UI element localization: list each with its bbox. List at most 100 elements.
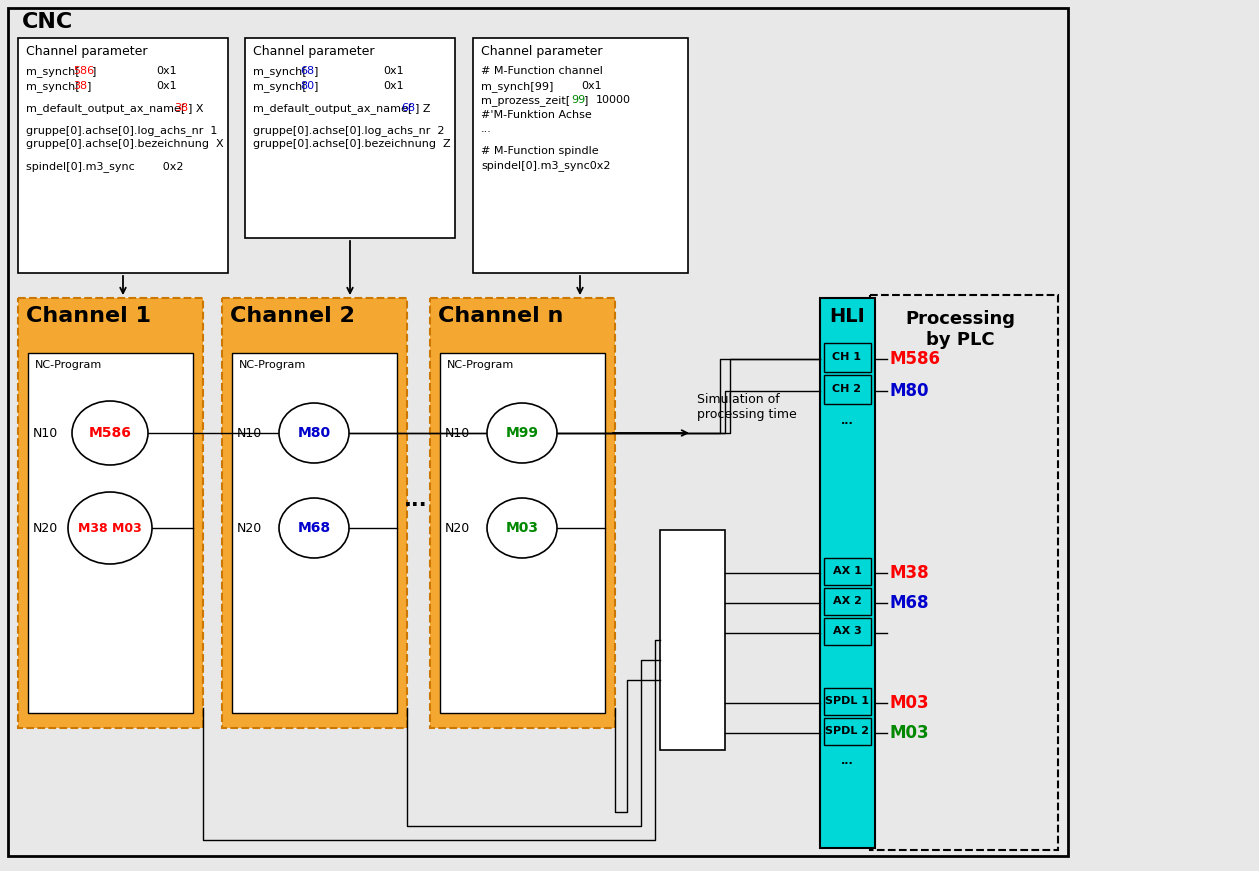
Bar bbox=[246, 38, 454, 238]
Text: ]: ] bbox=[313, 81, 319, 91]
Text: CH 1: CH 1 bbox=[832, 352, 861, 362]
Text: ]: ] bbox=[584, 95, 588, 105]
Text: HLI: HLI bbox=[830, 307, 865, 326]
Text: M68: M68 bbox=[297, 521, 331, 535]
Text: spindel[0].m3_sync0x2: spindel[0].m3_sync0x2 bbox=[481, 160, 611, 171]
Text: N10: N10 bbox=[237, 427, 262, 440]
Text: ...: ... bbox=[841, 756, 854, 766]
Text: ]: ] bbox=[313, 66, 319, 76]
Bar bbox=[823, 688, 871, 715]
Text: m_default_output_ax_name[: m_default_output_ax_name[ bbox=[253, 103, 413, 114]
Text: CH 2: CH 2 bbox=[832, 384, 861, 394]
Text: Channel 2: Channel 2 bbox=[230, 306, 355, 326]
Text: M38: M38 bbox=[890, 564, 929, 582]
Bar bbox=[18, 298, 203, 728]
Text: 0x1: 0x1 bbox=[580, 81, 602, 91]
Text: ]: ] bbox=[92, 66, 97, 76]
Text: m_synch[: m_synch[ bbox=[26, 66, 79, 77]
Text: 38: 38 bbox=[174, 103, 188, 113]
Text: M80: M80 bbox=[297, 426, 331, 440]
Text: AX 2: AX 2 bbox=[832, 596, 861, 606]
Text: Simulation of
processing time: Simulation of processing time bbox=[697, 393, 797, 421]
Bar bbox=[823, 375, 871, 404]
Text: 0x1: 0x1 bbox=[156, 81, 176, 91]
Ellipse shape bbox=[487, 403, 556, 463]
Text: 10000: 10000 bbox=[596, 95, 631, 105]
Text: Channel parameter: Channel parameter bbox=[481, 45, 603, 58]
Bar bbox=[823, 718, 871, 745]
Text: 586: 586 bbox=[73, 66, 94, 76]
Text: N10: N10 bbox=[33, 427, 58, 440]
Text: 0x1: 0x1 bbox=[383, 66, 404, 76]
Text: M03: M03 bbox=[890, 724, 929, 742]
Text: m_synch[: m_synch[ bbox=[26, 81, 79, 92]
Text: 99: 99 bbox=[572, 95, 585, 105]
Text: N20: N20 bbox=[33, 522, 58, 535]
Bar bbox=[18, 38, 228, 273]
Text: M03: M03 bbox=[890, 694, 929, 712]
Text: M80: M80 bbox=[890, 382, 929, 400]
Text: M586: M586 bbox=[88, 426, 131, 440]
Text: NC-Program: NC-Program bbox=[35, 360, 102, 370]
Text: NC-Program: NC-Program bbox=[239, 360, 306, 370]
Text: 0x1: 0x1 bbox=[383, 81, 404, 91]
Text: m_default_output_ax_name[: m_default_output_ax_name[ bbox=[26, 103, 185, 114]
Text: # M-Function spindle: # M-Function spindle bbox=[481, 146, 598, 156]
Text: ] X: ] X bbox=[188, 103, 204, 113]
Text: AX 3: AX 3 bbox=[832, 626, 861, 636]
Bar bbox=[8, 8, 1068, 856]
Text: gruppe[0].achse[0].log_achs_nr  1: gruppe[0].achse[0].log_achs_nr 1 bbox=[26, 125, 218, 136]
Ellipse shape bbox=[68, 492, 152, 564]
Bar bbox=[820, 298, 875, 848]
Text: m_synch[: m_synch[ bbox=[253, 66, 307, 77]
Text: #'M-Funktion Achse: #'M-Funktion Achse bbox=[481, 110, 592, 120]
Text: M586: M586 bbox=[890, 350, 940, 368]
Text: N10: N10 bbox=[444, 427, 471, 440]
Text: 68: 68 bbox=[300, 66, 315, 76]
Bar bbox=[439, 353, 606, 713]
Text: ] Z: ] Z bbox=[415, 103, 431, 113]
Text: M99: M99 bbox=[506, 426, 539, 440]
Text: SPDL 1: SPDL 1 bbox=[825, 696, 869, 706]
Text: m_prozess_zeit[: m_prozess_zeit[ bbox=[481, 95, 570, 106]
Bar bbox=[870, 295, 1058, 850]
Bar bbox=[823, 618, 871, 645]
Bar bbox=[823, 558, 871, 585]
Bar bbox=[222, 298, 407, 728]
Ellipse shape bbox=[72, 401, 149, 465]
Text: 68: 68 bbox=[402, 103, 415, 113]
Text: N20: N20 bbox=[444, 522, 471, 535]
Text: gruppe[0].achse[0].bezeichnung  Z: gruppe[0].achse[0].bezeichnung Z bbox=[253, 139, 451, 149]
Bar bbox=[823, 343, 871, 372]
Text: 38: 38 bbox=[73, 81, 87, 91]
Text: gruppe[0].achse[0].bezeichnung  X: gruppe[0].achse[0].bezeichnung X bbox=[26, 139, 224, 149]
Text: NC-Program: NC-Program bbox=[447, 360, 514, 370]
Text: M68: M68 bbox=[890, 594, 929, 612]
Text: 0x1: 0x1 bbox=[156, 66, 176, 76]
Text: ...: ... bbox=[841, 416, 854, 426]
Bar bbox=[28, 353, 193, 713]
Text: 80: 80 bbox=[300, 81, 315, 91]
Ellipse shape bbox=[487, 498, 556, 558]
Text: Channel parameter: Channel parameter bbox=[253, 45, 374, 58]
Text: m_synch[99]: m_synch[99] bbox=[481, 81, 554, 92]
Text: ]: ] bbox=[87, 81, 92, 91]
Ellipse shape bbox=[279, 403, 349, 463]
Bar bbox=[823, 588, 871, 615]
Text: # M-Function channel: # M-Function channel bbox=[481, 66, 603, 76]
Ellipse shape bbox=[279, 498, 349, 558]
Text: SPDL 2: SPDL 2 bbox=[825, 726, 869, 736]
Text: CNC: CNC bbox=[21, 12, 73, 32]
Text: gruppe[0].achse[0].log_achs_nr  2: gruppe[0].achse[0].log_achs_nr 2 bbox=[253, 125, 444, 136]
Text: ...: ... bbox=[481, 124, 492, 134]
Text: m_synch[: m_synch[ bbox=[253, 81, 307, 92]
Bar bbox=[660, 530, 725, 750]
Text: M03: M03 bbox=[506, 521, 539, 535]
Bar bbox=[473, 38, 687, 273]
Text: N20: N20 bbox=[237, 522, 262, 535]
Text: Channel n: Channel n bbox=[438, 306, 563, 326]
Text: Channel parameter: Channel parameter bbox=[26, 45, 147, 58]
Text: ...: ... bbox=[404, 490, 428, 510]
Text: spindel[0].m3_sync        0x2: spindel[0].m3_sync 0x2 bbox=[26, 161, 184, 172]
Text: M38 M03: M38 M03 bbox=[78, 522, 142, 535]
